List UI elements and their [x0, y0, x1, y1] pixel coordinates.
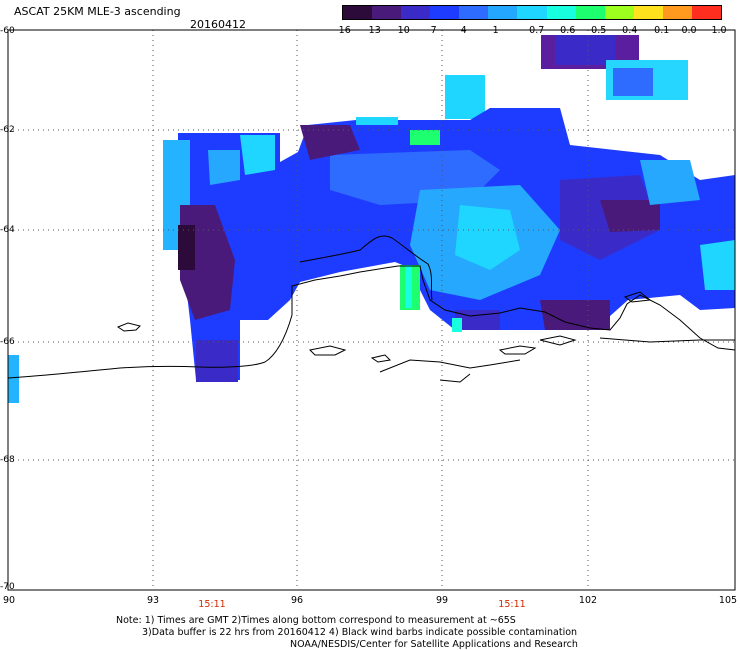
colorbar-segment: [575, 6, 605, 19]
credit-line: NOAA/NESDIS/Center for Satellite Applica…: [290, 639, 578, 650]
wind-field: [8, 35, 735, 403]
colorbar: [342, 5, 722, 20]
colorbar-segment: [662, 6, 692, 19]
colorbar-segment: [430, 6, 460, 19]
lon-label: 105: [718, 595, 738, 606]
lat-label: -64: [0, 225, 15, 235]
lon-label: 99: [435, 595, 449, 606]
colorbar-segment: [488, 6, 518, 19]
coastline: [7, 235, 736, 383]
lon-label: 96: [290, 595, 304, 606]
lat-label: -68: [0, 455, 15, 465]
lat-label: -62: [0, 125, 15, 135]
lon-label: 93: [146, 595, 160, 606]
map-frame: [7, 29, 736, 591]
colorbar-segment: [691, 6, 722, 19]
lat-lon-grid: [8, 30, 735, 590]
lon-label: 90: [2, 595, 16, 606]
colorbar-segment: [459, 6, 489, 19]
measurement-time: 15:11: [198, 599, 226, 610]
measurement-time: 15:11: [498, 599, 526, 610]
footnote-line: Note: 1) Times are GMT 2)Times along bot…: [116, 615, 516, 626]
colorbar-segment: [343, 6, 373, 19]
colorbar-segment: [546, 6, 576, 19]
colorbar-segment: [633, 6, 663, 19]
footnote-line: 3)Data buffer is 22 hrs from 20160412 4)…: [142, 627, 578, 638]
colorbar-segment: [604, 6, 634, 19]
map-title: ASCAT 25KM MLE-3 ascending: [14, 5, 181, 18]
lon-label: 102: [578, 595, 598, 606]
colorbar-segment: [372, 6, 402, 19]
lat-label: -70: [0, 582, 15, 592]
map-date: 20160412: [190, 18, 246, 31]
colorbar-segment: [401, 6, 431, 19]
lat-label: -60: [0, 26, 15, 36]
lat-label: -66: [0, 337, 15, 347]
colorbar-segment: [517, 6, 547, 19]
